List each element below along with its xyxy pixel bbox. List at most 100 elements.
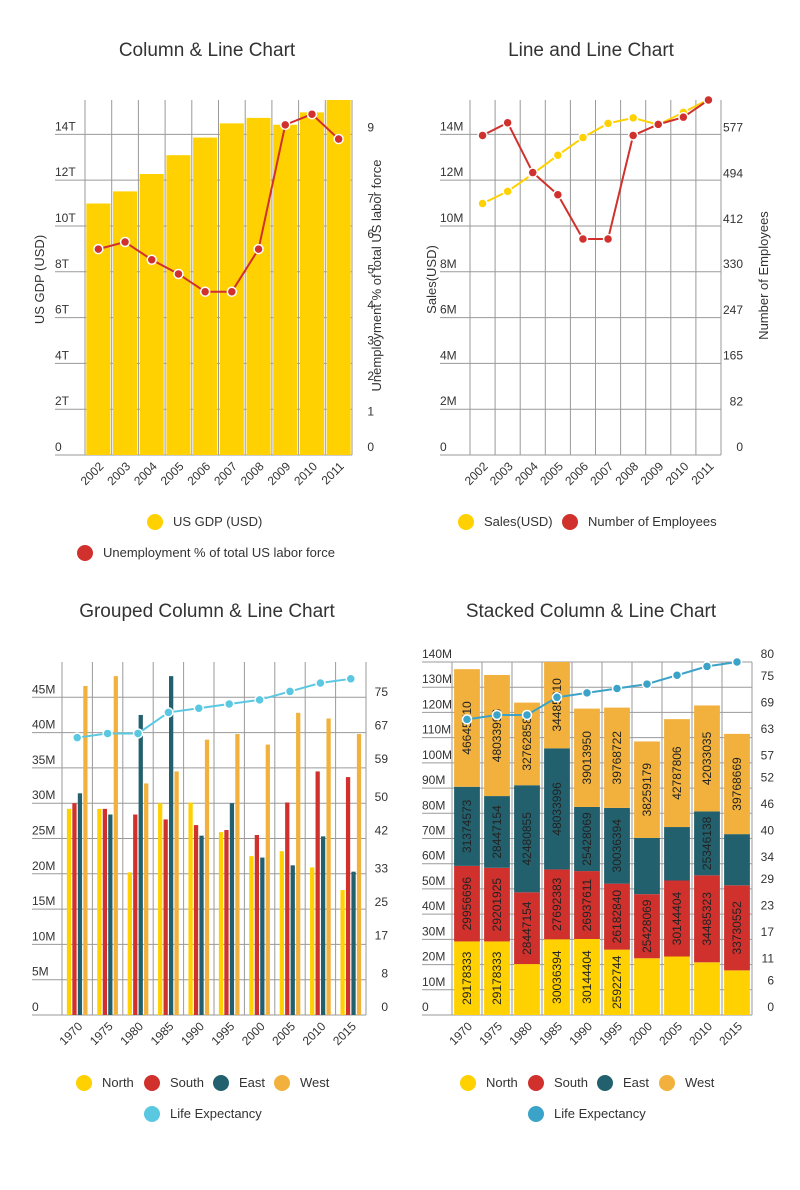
chart4-bar-west — [574, 708, 600, 807]
chart2-y2tick-label: 165 — [723, 349, 743, 363]
chart3-ytick-label: 45M — [32, 682, 55, 696]
chart2-xtick-label: 2010 — [663, 459, 692, 488]
chart4-data-label: 29956696 — [460, 877, 474, 931]
chart1-xtick-label: 2009 — [265, 459, 294, 488]
chart2-ytick-label: 12M — [440, 165, 463, 179]
chart3-point — [315, 677, 326, 689]
chart3-legend-swatch — [213, 1075, 229, 1091]
chart3-xtick-label: 2015 — [330, 1019, 359, 1048]
chart4-bar-south — [514, 892, 540, 965]
chart1-ytick-label: 10T — [55, 211, 76, 225]
chart4-bar-north — [454, 941, 480, 1015]
chart4-ytick-label: 80M — [422, 798, 445, 812]
chart4-y2tick-label: 75 — [761, 669, 775, 683]
chart4-bar-south — [724, 885, 750, 971]
chart4-data-label: 27692383 — [550, 877, 564, 931]
chart4-bar-south — [664, 880, 690, 957]
chart3-ytick-label: 40M — [32, 718, 55, 732]
chart4-data-label: 28447154 — [490, 805, 504, 859]
chart4-data-label: 29178333 — [490, 951, 504, 1005]
chart1-xtick-label: 2003 — [104, 459, 133, 488]
chart3-bar-east — [138, 714, 143, 1015]
chart3-y2tick-label: 8 — [381, 966, 388, 980]
chart2-legend-label: Number of Employees — [588, 514, 717, 529]
chart1-point — [146, 254, 157, 265]
chart4-data-label: 25922744 — [610, 955, 624, 1009]
chart4-bar-north — [514, 964, 540, 1015]
chart3-legend-swatch — [144, 1106, 160, 1122]
chart4-legend-label: North — [486, 1075, 518, 1090]
chart4-data-label: 39013950 — [580, 731, 594, 785]
chart3-bar-north — [97, 808, 102, 1015]
chart3-legend-label: East — [239, 1075, 265, 1090]
chart4-point — [731, 656, 743, 668]
chart3-point — [132, 728, 144, 739]
chart3-legend-label: South — [170, 1075, 204, 1090]
chart3-bar-east — [321, 836, 326, 1015]
chart3-point — [254, 694, 265, 706]
chart2-line-number-of-employees — [482, 99, 710, 241]
chart3-bar-east — [351, 871, 356, 1015]
chart4-xtick-label: 1975 — [476, 1019, 505, 1048]
chart2-ytick-label: 6M — [440, 303, 457, 317]
chart4-data-label: 31374573 — [460, 799, 474, 853]
chart3-legend-label: North — [102, 1075, 134, 1090]
chart3-bar-west — [296, 712, 301, 1015]
chart4-y2tick-label: 52 — [761, 771, 775, 785]
chart4-xtick-label: 1970 — [446, 1019, 475, 1048]
chart1-point — [173, 268, 184, 280]
chart4-bar-west — [694, 705, 720, 812]
chart2-point — [577, 132, 589, 143]
chart3-bar-west — [235, 734, 240, 1015]
chart4-point — [551, 692, 563, 703]
chart2-line-sales-usd- — [482, 98, 709, 205]
chart1-line-unemployment-of-total-us-labor-force — [98, 113, 340, 293]
chart3-bar-north — [66, 808, 72, 1015]
chart4-point — [671, 669, 683, 681]
chart4-data-label: 32762858 — [520, 717, 534, 771]
chart1-y2tick-label: 9 — [367, 121, 374, 135]
chart1-xtick-label: 2002 — [78, 459, 107, 488]
chart2-xtick-label: 2003 — [487, 459, 516, 488]
chart3-bar-east — [108, 814, 113, 1015]
chart4-ytick-label: 10M — [422, 975, 445, 989]
chart3-grid — [32, 662, 367, 1016]
chart4-data-label: 39768722 — [610, 731, 624, 785]
chart4-legend-item: South — [528, 1075, 588, 1091]
chart4-bar-east — [694, 811, 720, 876]
chart1-title: Column & Line Chart — [119, 40, 296, 61]
chart3-bar-east — [199, 835, 204, 1015]
chart4-bar-north — [544, 939, 570, 1015]
chart1-bar — [86, 203, 111, 455]
chart2-legend-item: Number of Employees — [562, 514, 717, 530]
chart2-legend-item: Sales(USD) — [458, 514, 553, 530]
chart4-ytick-label: 100M — [422, 748, 452, 762]
chart4-point — [581, 687, 593, 699]
chart3-point — [163, 707, 174, 718]
chart2-ytick-label: 8M — [440, 257, 457, 271]
chart1-y2tick-label: 1 — [367, 405, 374, 419]
chart4-y2tick-label: 34 — [761, 850, 775, 864]
chart3-bar-east — [169, 676, 174, 1015]
chart2-y2tick-label: 577 — [723, 120, 743, 134]
chart3-bar-north — [340, 890, 345, 1015]
chart4-bar-west — [634, 741, 660, 838]
chart3-point — [193, 702, 205, 714]
chart3-legend-item: West — [274, 1075, 330, 1091]
chart3-xtick-label: 1995 — [209, 1019, 238, 1048]
chart3-xtick-label: 2005 — [269, 1019, 298, 1048]
chart3-xtick-label: 1980 — [117, 1019, 146, 1048]
chart1-legend-swatch — [77, 545, 93, 561]
chart2-legend-swatch — [458, 514, 474, 530]
chart4-y2tick-label: 57 — [761, 748, 775, 762]
chart2-point — [552, 149, 564, 161]
chart3-xtick-label: 2010 — [300, 1019, 329, 1048]
chart4-data-label: 26182840 — [610, 890, 624, 944]
chart4-xtick-label: 1985 — [536, 1019, 565, 1048]
chart4-data-label: 28447154 — [520, 901, 534, 955]
chart2-point — [502, 186, 513, 197]
chart4-point — [641, 678, 653, 690]
chart4-ytick-label: 130M — [422, 672, 452, 686]
chart4-bar-north — [724, 970, 750, 1015]
chart3-bar-south — [254, 834, 259, 1015]
